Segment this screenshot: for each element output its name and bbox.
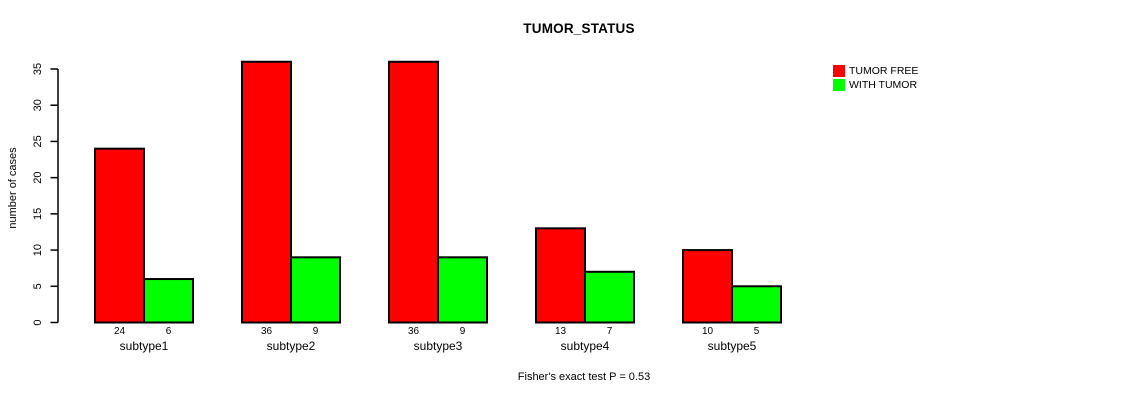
bar-value-label-tumor-free-subtype4: 13	[555, 326, 567, 337]
bar-value-label-with-tumor-subtype2: 9	[313, 326, 319, 337]
bar-tumor-free-subtype1	[94, 147, 145, 324]
bar-tumor-free-subtype2	[241, 60, 292, 324]
chart-title: TUMOR_STATUS	[523, 21, 635, 36]
bar-value-label-with-tumor-subtype4: 7	[607, 326, 613, 337]
x-category-label-subtype4: subtype4	[561, 339, 610, 353]
x-category-label-subtype3: subtype3	[414, 339, 463, 353]
y-tick-label: 15	[32, 208, 44, 220]
bar-value-label-tumor-free-subtype1: 24	[114, 326, 126, 337]
legend-swatch-with-tumor-icon	[833, 79, 845, 91]
bar-value-label-with-tumor-subtype1: 6	[166, 326, 172, 337]
y-tick-label: 35	[32, 63, 44, 75]
bar-value-label-tumor-free-subtype3: 36	[408, 326, 420, 337]
y-tick-label: 0	[32, 319, 44, 325]
legend-item-tumor-free: TUMOR FREE	[833, 65, 918, 77]
legend-item-with-tumor: WITH TUMOR	[833, 79, 918, 91]
y-tick-label: 30	[32, 99, 44, 111]
bar-with-tumor-subtype2	[290, 256, 341, 324]
y-tick-label: 20	[32, 172, 44, 184]
bar-tumor-free-subtype3	[388, 60, 439, 324]
bar-value-label-with-tumor-subtype3: 9	[460, 326, 466, 337]
y-tick-label: 10	[32, 244, 44, 256]
legend-label-tumor-free: TUMOR FREE	[849, 65, 919, 77]
bar-tumor-free-subtype4	[535, 227, 586, 324]
bar-with-tumor-subtype4	[584, 270, 635, 324]
bar-value-label-tumor-free-subtype2: 36	[261, 326, 273, 337]
x-category-label-subtype1: subtype1	[120, 339, 169, 353]
fisher-test-annotation: Fisher's exact test P = 0.53	[517, 371, 651, 383]
bar-with-tumor-subtype5	[731, 285, 782, 324]
legend-swatch-tumor-free-icon	[833, 65, 845, 77]
y-tick-label: 5	[32, 283, 44, 289]
legend: TUMOR FREE WITH TUMOR	[833, 65, 918, 91]
y-tick-label: 25	[32, 135, 44, 147]
bar-with-tumor-subtype3	[437, 256, 488, 324]
bar-value-label-tumor-free-subtype5: 10	[702, 326, 714, 337]
x-category-label-subtype2: subtype2	[267, 339, 316, 353]
bar-value-label-with-tumor-subtype5: 5	[754, 326, 760, 337]
bar-with-tumor-subtype1	[143, 278, 194, 324]
x-category-label-subtype5: subtype5	[708, 339, 757, 353]
bar-tumor-free-subtype5	[682, 249, 733, 324]
legend-label-with-tumor: WITH TUMOR	[849, 79, 918, 91]
